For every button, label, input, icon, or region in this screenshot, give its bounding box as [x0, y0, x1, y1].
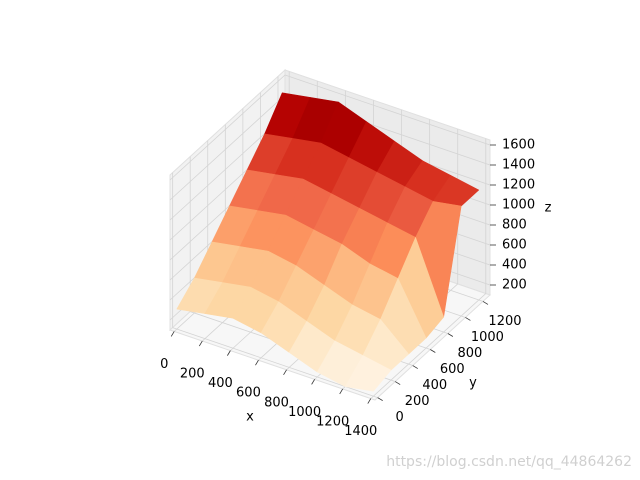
surface — [176, 92, 480, 392]
labels: 0200400600800100012001400020040060080010… — [160, 138, 535, 440]
z-tick-label: 1200 — [502, 178, 535, 193]
tick-mark — [255, 359, 259, 366]
z-tick-label: 800 — [502, 218, 527, 233]
tick-mark — [283, 369, 287, 376]
tick-mark — [430, 349, 436, 353]
z-tick-label: 600 — [502, 238, 527, 253]
y-tick-label: 1000 — [471, 330, 504, 345]
x-tick-label: 1000 — [288, 405, 321, 420]
x-tick-label: 400 — [208, 376, 233, 391]
x-tick-label: 1200 — [316, 414, 349, 429]
surface-patch — [345, 355, 392, 392]
y-tick-label: 0 — [395, 410, 403, 425]
tick-mark — [198, 340, 203, 347]
z-tick-label: 1400 — [502, 158, 535, 173]
tick-mark — [394, 381, 401, 385]
z-axis-label: z — [545, 201, 552, 216]
y-axis-label: y — [469, 376, 477, 391]
tick-mark — [377, 397, 383, 401]
tick-mark — [465, 317, 471, 321]
x-axis-label: x — [246, 410, 254, 425]
grid-line — [169, 74, 286, 181]
x-tick-label: 0 — [160, 357, 168, 372]
tick-mark — [339, 388, 344, 395]
x-tick-label: 800 — [264, 395, 289, 410]
tick-mark — [482, 301, 489, 305]
grid-line — [284, 74, 491, 146]
y-tick-label: 600 — [440, 362, 465, 377]
z-tick-label: 400 — [502, 258, 527, 273]
tick-mark — [367, 398, 372, 404]
y-tick-label: 200 — [405, 394, 430, 409]
grid-line — [370, 293, 487, 399]
x-tick-label: 200 — [180, 367, 205, 382]
x-tick-label: 600 — [236, 386, 261, 401]
x-tick-label: 1400 — [344, 424, 377, 439]
z-tick-label: 200 — [502, 278, 527, 293]
tick-mark — [447, 333, 454, 337]
y-tick-label: 1200 — [488, 314, 521, 329]
tick-mark — [311, 379, 315, 385]
z-tick-label: 1000 — [502, 198, 535, 213]
grid-line — [169, 94, 286, 201]
y-tick-label: 400 — [422, 378, 447, 393]
tick-mark — [412, 365, 418, 369]
tick-mark — [227, 350, 231, 356]
y-tick-label: 800 — [457, 346, 482, 361]
tick-mark — [170, 331, 175, 337]
z-tick-label: 1600 — [502, 138, 535, 153]
watermark: https://blog.csdn.net/qq_44864262 — [386, 454, 632, 470]
